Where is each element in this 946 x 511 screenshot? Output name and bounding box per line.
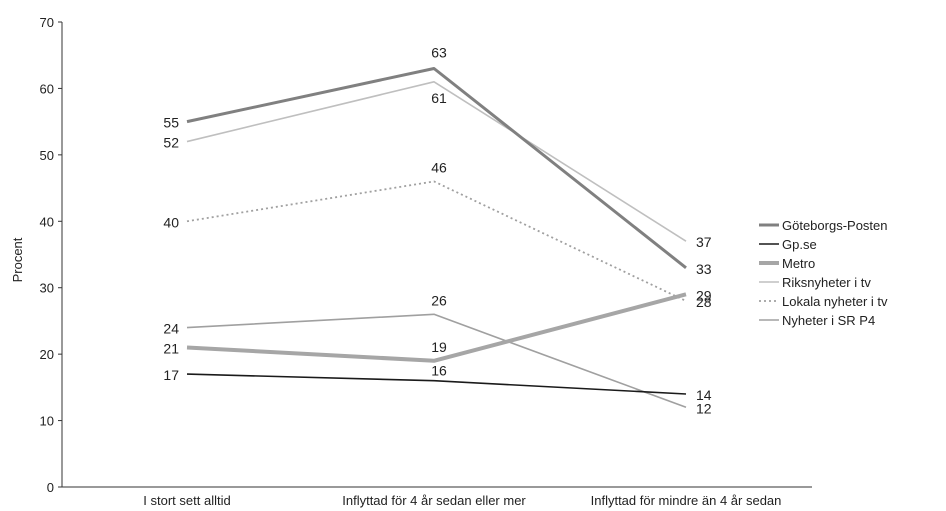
legend: Göteborgs-Posten Gp.se Metro Riksnyheter i … [759, 218, 888, 328]
y-tick-label: 30 [40, 281, 54, 296]
legend-label: Nyheter i SR P4 [782, 313, 875, 328]
y-tick-label: 70 [40, 15, 54, 30]
axes: 0 10 20 30 40 50 60 70 I stort sett alltid Inflyt… [40, 15, 812, 508]
series-line [186, 313, 687, 409]
x-tick-label: Inflyttad för mindre än 4 år sedan [591, 493, 782, 508]
series-line [186, 80, 687, 242]
series-layer [186, 67, 687, 409]
data-label: 40 [163, 214, 179, 230]
data-label: 14 [696, 387, 712, 403]
data-label: 17 [163, 367, 179, 383]
data-label: 37 [696, 234, 712, 250]
legend-label: Riksnyheter i tv [782, 275, 871, 290]
y-axis-label: Procent [10, 237, 25, 282]
series-line [186, 67, 687, 269]
x-tick-label: I stort sett alltid [143, 493, 230, 508]
data-label: 24 [163, 321, 179, 337]
data-label: 26 [431, 292, 447, 308]
data-label: 28 [696, 294, 712, 310]
legend-label: Lokala nyheter i tv [782, 294, 888, 309]
series-line [186, 373, 687, 395]
data-label: 61 [431, 90, 447, 106]
series-line [186, 180, 687, 302]
legend-label: Göteborgs-Posten [782, 218, 888, 233]
data-label: 21 [163, 341, 179, 357]
y-tick-label: 60 [40, 81, 54, 96]
data-label: 12 [696, 400, 712, 416]
data-labels: 55 63 33 17 16 14 21 19 29 52 61 37 40 46 28 24 26 12 [163, 45, 711, 417]
legend-label: Gp.se [782, 237, 817, 252]
legend-label: Metro [782, 256, 815, 271]
data-label: 46 [431, 159, 447, 175]
data-label: 19 [431, 339, 447, 355]
y-tick-label: 20 [40, 347, 54, 362]
data-label: 29 [696, 287, 712, 303]
y-tick-label: 40 [40, 214, 54, 229]
y-tick-label: 0 [47, 480, 54, 495]
data-label: 33 [696, 261, 712, 277]
data-label: 52 [163, 135, 179, 151]
y-tick-label: 10 [40, 414, 54, 429]
series-line [186, 292, 687, 363]
data-label: 55 [163, 115, 179, 131]
y-tick-label: 50 [40, 148, 54, 163]
data-label: 16 [431, 363, 447, 379]
data-label: 63 [431, 45, 447, 61]
x-tick-label: Inflyttad för 4 år sedan eller mer [342, 493, 526, 508]
